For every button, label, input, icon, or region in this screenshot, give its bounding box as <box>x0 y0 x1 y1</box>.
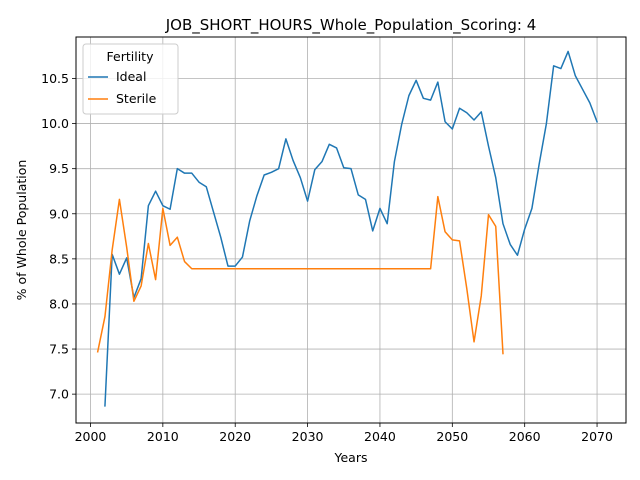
x-tick-label: 2000 <box>75 429 107 444</box>
chart-title: JOB_SHORT_HOURS_Whole_Population_Scoring… <box>165 16 537 35</box>
series-layer <box>96 50 599 407</box>
x-tick-label: 2040 <box>364 429 396 444</box>
series-line-ideal <box>104 50 599 407</box>
legend-label-ideal: Ideal <box>116 69 146 84</box>
y-tick-label: 7.5 <box>49 342 69 357</box>
y-tick-label: 10.0 <box>41 116 69 131</box>
ticks: 2000 2010 2020 2030 2040 2050 2060 2070 7.0 7.5 8.… <box>41 71 613 444</box>
plot-frame <box>75 36 627 424</box>
legend-title: Fertility <box>107 49 155 64</box>
x-tick-label: 2050 <box>436 429 468 444</box>
y-tick-label: 7.0 <box>49 387 69 402</box>
y-tick-label: 10.5 <box>41 71 69 86</box>
x-tick-label: 2070 <box>581 429 613 444</box>
legend-box <box>82 43 179 115</box>
y-tick-label: 9.5 <box>49 161 69 176</box>
y-tick-label: 8.0 <box>49 296 69 311</box>
x-tick-label: 2030 <box>292 429 324 444</box>
y-tick-label: 9.0 <box>49 206 69 221</box>
x-axis-label: Years <box>334 450 368 465</box>
series-line-sterile <box>96 195 504 355</box>
legend: Fertility Ideal Sterile <box>82 43 179 115</box>
x-tick-label: 2060 <box>509 429 541 444</box>
y-axis-label: % of Whole Population <box>14 160 29 301</box>
y-tick-label: 8.5 <box>49 251 69 266</box>
legend-label-sterile: Sterile <box>116 91 157 106</box>
x-tick-label: 2020 <box>219 429 251 444</box>
x-tick-label: 2010 <box>147 429 179 444</box>
